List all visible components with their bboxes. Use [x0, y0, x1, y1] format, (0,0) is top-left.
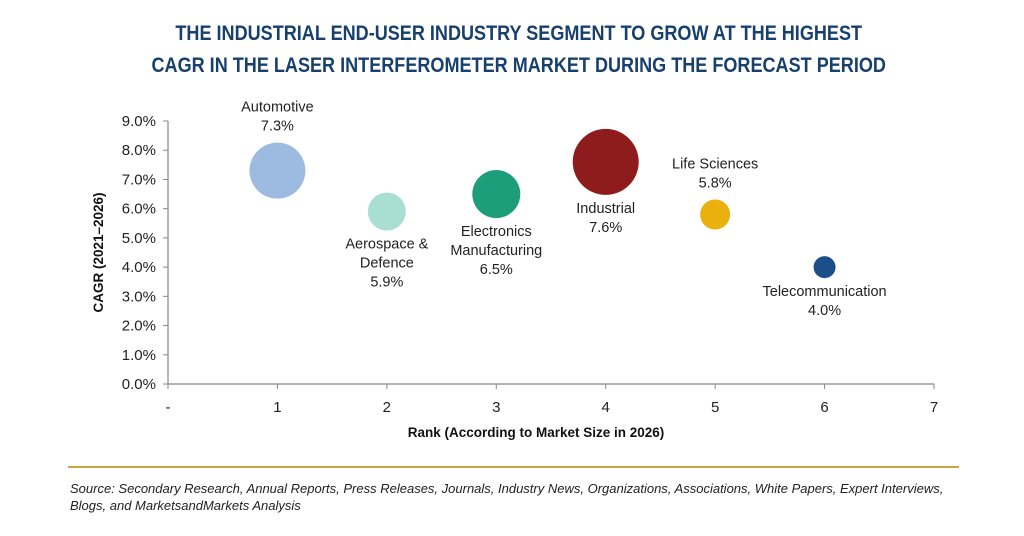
bubble-aerospace-defence [367, 192, 406, 231]
chart-title-line-1: THE INDUSTRIAL END-USER INDUSTRY SEGMENT… [175, 22, 863, 45]
bubble-name-label-electronics-manufacturing: Manufacturing [450, 243, 542, 259]
y-tick-label: 7.0% [122, 171, 156, 188]
y-tick-label: 8.0% [122, 142, 156, 159]
bubble-name-label-aerospace-defence: Defence [360, 256, 414, 272]
x-tick-label: 1 [273, 399, 281, 416]
bubble-telecommunication [813, 256, 836, 279]
bubble-value-label-automotive: 7.3% [261, 119, 294, 135]
y-tick-label: 0.0% [122, 376, 156, 393]
divider-rule [68, 466, 959, 468]
x-tick-label: - [166, 399, 171, 416]
bubble-name-label-electronics-manufacturing: Electronics [461, 224, 532, 240]
x-tick-label: 4 [602, 399, 610, 416]
source-note: Source: Secondary Research, Annual Repor… [70, 481, 944, 513]
bubble-name-label-telecommunication: Telecommunication [763, 284, 887, 300]
y-tick-label: 2.0% [122, 318, 156, 335]
bubble-life-sciences [700, 199, 731, 230]
bubble-value-label-aerospace-defence: 5.9% [370, 275, 403, 291]
bubble-name-label-life-sciences: Life Sciences [672, 157, 758, 173]
y-tick-label: 5.0% [122, 230, 156, 247]
bubble-name-label-industrial: Industrial [576, 201, 635, 217]
y-tick-label: 9.0% [122, 113, 156, 130]
chart-title: THE INDUSTRIAL END-USER INDUSTRY SEGMENT… [78, 18, 959, 82]
y-tick-label: 4.0% [122, 259, 156, 276]
x-tick-label: 3 [492, 399, 500, 416]
bubble-value-label-life-sciences: 5.8% [699, 176, 732, 192]
y-tick-label: 6.0% [122, 201, 156, 218]
y-tick-label: 3.0% [122, 288, 156, 305]
bubble-value-label-electronics-manufacturing: 6.5% [480, 262, 513, 278]
bubble-electronics-manufacturing [472, 170, 521, 219]
x-tick-label: 6 [820, 399, 828, 416]
x-tick-label: 7 [930, 399, 938, 416]
bubble-name-label-automotive: Automotive [241, 100, 314, 116]
bubble-value-label-telecommunication: 4.0% [808, 303, 841, 319]
chart-title-line-2: CAGR IN THE LASER INTERFEROMETER MARKET … [151, 54, 886, 77]
y-axis-title: CAGR (2021–2026) [91, 192, 106, 312]
x-tick-label: 5 [711, 399, 719, 416]
bubble-value-label-industrial: 7.6% [589, 220, 622, 236]
x-axis-title: Rank (According to Market Size in 2026) [408, 425, 665, 440]
bubble-automotive [249, 142, 306, 199]
y-tick-label: 1.0% [122, 347, 156, 364]
x-tick-label: 2 [383, 399, 391, 416]
bubble-industrial [572, 128, 639, 195]
bubble-name-label-aerospace-defence: Aerospace & [345, 237, 428, 253]
